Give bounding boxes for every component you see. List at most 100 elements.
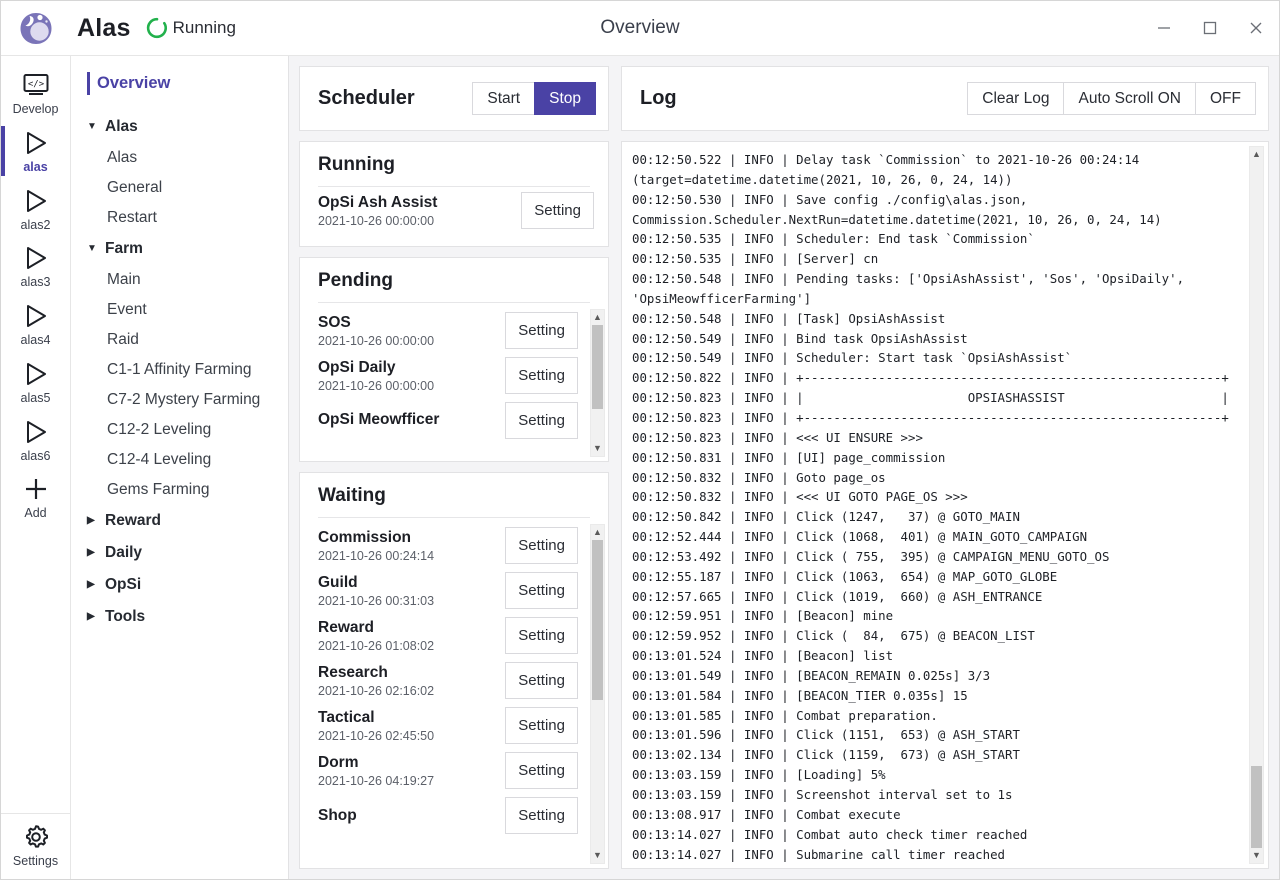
chevron-right-icon: ▶ [87,547,95,558]
sidebar-item-raid[interactable]: Raid [107,331,139,348]
svg-text:</>: </> [27,80,44,90]
scroll-up-icon[interactable]: ▲ [593,312,602,322]
rail-item-label: alas2 [20,217,51,232]
chevron-right-icon: ▶ [87,611,95,622]
rail-item-alas[interactable]: alas [1,122,70,180]
setting-button[interactable]: Setting [505,707,578,744]
sidebar-item-general[interactable]: General [107,179,163,196]
rail-item-alas4[interactable]: alas4 [1,295,70,353]
task-info: Dorm 2021-10-26 04:19:27 [318,753,497,788]
nav-group-label: Reward [105,512,161,529]
rail-item-label: alas6 [20,448,51,463]
task-name: Tactical [318,708,375,726]
stop-button[interactable]: Stop [534,81,596,116]
log-column: Log Clear Log Auto Scroll ON OFF 00:12:5… [621,66,1269,869]
waiting-rows: Commission 2021-10-26 00:24:14 Setting G… [300,518,608,843]
nav-sidebar: Overview ▼ Alas Alas General Restart ▼ F… [71,56,289,879]
pending-scrollbar[interactable]: ▲ ▼ [590,309,605,457]
sidebar-item-c1-1-affinity-farming[interactable]: C1-1 Affinity Farming [107,361,252,378]
log-output: 00:12:50.522 | INFO | Delay task `Commis… [632,152,1229,862]
divider [318,302,590,303]
waiting-task-list: Commission 2021-10-26 00:24:14 Setting G… [300,518,608,868]
clear-log-button[interactable]: Clear Log [967,81,1065,116]
maximize-icon[interactable] [1187,1,1233,55]
start-button[interactable]: Start [472,81,536,116]
scheduler-title: Scheduler [318,87,415,109]
scrollbar-thumb[interactable] [592,325,603,409]
scroll-down-icon[interactable]: ▼ [593,443,602,453]
sidebar-item-overview[interactable]: Overview [71,70,288,97]
task-name: SOS [318,313,351,331]
title-bar: Alas Running Overview [1,1,1279,56]
task-name: OpSi Daily [318,358,396,376]
task-info: Guild 2021-10-26 00:31:03 [318,573,497,608]
sidebar-item-event[interactable]: Event [107,301,147,318]
task-info: Reward 2021-10-26 01:08:02 [318,618,497,653]
task-column: Scheduler Start Stop Running OpSi Ash As… [299,66,609,869]
minimize-icon[interactable] [1141,1,1187,55]
sidebar-item-restart[interactable]: Restart [107,209,157,226]
setting-button[interactable]: Setting [505,527,578,564]
scroll-up-icon[interactable]: ▲ [593,527,602,537]
setting-button[interactable]: Setting [505,617,578,654]
nav-group-alas[interactable]: ▼ Alas [71,111,288,143]
nav-group-reward[interactable]: ▶ Reward [71,505,288,537]
rail-item-settings[interactable]: Settings [1,813,70,879]
rail-item-alas6[interactable]: alas6 [1,411,70,469]
scroll-up-icon[interactable]: ▲ [1252,149,1261,159]
setting-button[interactable]: Setting [505,312,578,349]
scroll-down-icon[interactable]: ▼ [593,850,602,860]
log-scrollbar[interactable]: ▲ ▼ [1249,146,1264,864]
rail-item-alas5[interactable]: alas5 [1,353,70,411]
nav-group-farm[interactable]: ▼ Farm [71,233,288,265]
scrollbar-track[interactable] [591,540,604,848]
setting-button[interactable]: Setting [505,402,578,439]
auto-scroll-off-button[interactable]: OFF [1195,81,1256,116]
rail-item-alas2[interactable]: alas2 [1,180,70,238]
task-name: Guild [318,573,358,591]
close-icon[interactable] [1233,1,1279,55]
auto-scroll-on-button[interactable]: Auto Scroll ON [1063,81,1196,116]
rail-item-develop[interactable]: </> Develop [1,64,70,122]
waiting-scrollbar[interactable]: ▲ ▼ [590,524,605,864]
rail-item-alas3[interactable]: alas3 [1,237,70,295]
scrollbar-track[interactable] [591,325,604,441]
nav-group-opsi[interactable]: ▶ OpSi [71,569,288,601]
rail-item-add[interactable]: Add [1,468,70,526]
setting-button[interactable]: Setting [521,192,594,229]
task-row: Shop Setting [318,794,578,839]
running-title: Running [318,154,396,175]
nav-group-label: Alas [105,118,138,135]
scrollbar-thumb[interactable] [1251,765,1262,848]
pending-title: Pending [318,270,393,291]
task-name: Research [318,663,388,681]
code-screen-icon: </> [22,70,50,100]
setting-button[interactable]: Setting [505,752,578,789]
status-text: Running [172,18,236,37]
sidebar-item-c12-4-leveling[interactable]: C12-4 Leveling [107,451,212,468]
rail-item-label: alas5 [20,390,51,405]
scrollbar-thumb[interactable] [592,540,603,701]
sidebar-item-c7-2-mystery-farming[interactable]: C7-2 Mystery Farming [107,391,261,408]
task-name: OpSi Meowfficer Farming [318,411,440,431]
setting-button[interactable]: Setting [505,662,578,699]
task-name: Commission [318,528,412,546]
task-time: 2021-10-26 01:08:02 [318,639,435,654]
play-triangle-icon [22,359,50,389]
scrollbar-track[interactable] [1250,162,1263,848]
scroll-down-icon[interactable]: ▼ [1252,850,1261,860]
rail-item-label: alas4 [20,333,51,347]
sidebar-item-gems-farming[interactable]: Gems Farming [107,481,210,498]
nav-group-tools[interactable]: ▶ Tools [71,601,288,633]
setting-button[interactable]: Setting [505,572,578,609]
task-time: 2021-10-26 00:24:14 [318,549,435,564]
sidebar-item-c12-2-leveling[interactable]: C12-2 Leveling [107,421,212,438]
rail-spacer [1,526,70,813]
sidebar-item-main[interactable]: Main [107,271,141,288]
sidebar-item-alas[interactable]: Alas [107,149,138,166]
rail-item-label: Develop [12,102,59,116]
nav-group-daily[interactable]: ▶ Daily [71,537,288,569]
setting-button[interactable]: Setting [505,357,578,394]
setting-button[interactable]: Setting [505,797,578,834]
